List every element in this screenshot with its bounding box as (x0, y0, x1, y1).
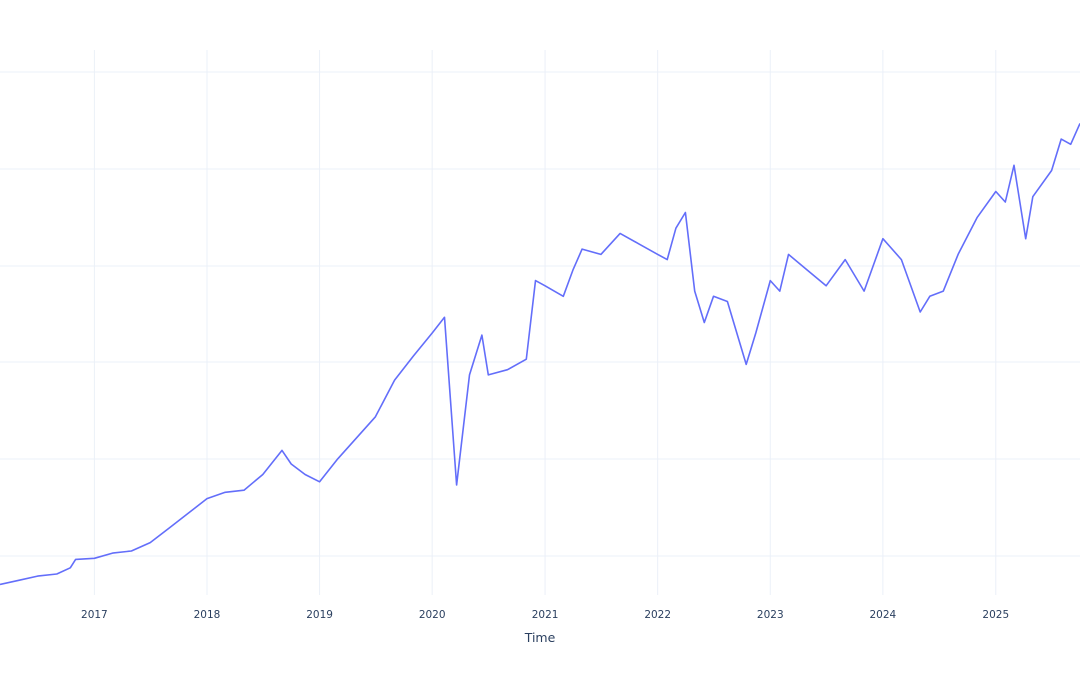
x-axis-title: Time (524, 630, 556, 645)
x-tick-label: 2022 (644, 609, 671, 621)
x-tick-label: 2021 (532, 609, 559, 621)
x-tick-label: 2020 (419, 609, 446, 621)
vertical-gridlines (93, 50, 997, 595)
x-tick-label: 2018 (194, 609, 221, 621)
x-tick-label: 2023 (757, 609, 784, 621)
x-tick-label: 2025 (982, 609, 1009, 621)
x-axis-tick-labels: 2017 2018 2019 2020 2021 2022 2023 2024 2025 (81, 609, 1009, 621)
x-tick-label: 2024 (870, 609, 897, 621)
horizontal-gridlines (0, 71, 1080, 557)
x-tick-label: 2019 (306, 609, 333, 621)
series-line (0, 123, 1080, 586)
x-tick-label: 2017 (81, 609, 108, 621)
